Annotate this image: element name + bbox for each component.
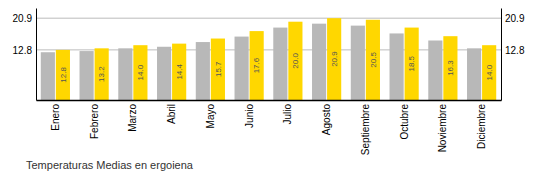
bar (80, 51, 94, 100)
marks (36, 18, 501, 100)
bar (118, 48, 132, 100)
tick-label: 20.9 (505, 13, 525, 24)
bar (56, 50, 70, 100)
tick-label: Julio (282, 104, 293, 125)
data-label: 20.5 (369, 52, 378, 68)
tick-label: 12.8 (13, 45, 33, 56)
tick: 12.8 (501, 45, 525, 56)
tick: Diciembre (476, 100, 487, 149)
data-label: 18.5 (407, 55, 416, 71)
tick-label: Septiembre (360, 104, 371, 156)
data-label: 20.0 (291, 53, 300, 69)
tick: Julio (282, 100, 293, 125)
x-axis: Enero Febrero Marzo Abril Mayo Junio Julio Agos… (37, 100, 502, 155)
grid-line (36, 18, 501, 19)
tick: 20.9 (13, 13, 36, 24)
bar (467, 48, 481, 100)
bar (327, 18, 341, 100)
bar (312, 24, 326, 100)
chart: 12.8 13.2 14.0 14.4 15.7 17.6 20.0 20.9 20.5 18.5… (0, 0, 537, 174)
data-label: 13.2 (97, 66, 106, 82)
data-label: 17.6 (252, 57, 261, 73)
tick: Enero (50, 100, 61, 131)
bar (273, 28, 287, 100)
bar (172, 44, 186, 100)
data-label: 12.8 (59, 67, 68, 83)
bar (133, 45, 147, 100)
tick-label: Marzo (127, 104, 138, 132)
tick: Junio (244, 100, 255, 128)
bar (366, 20, 380, 100)
tick: Octubre (399, 100, 410, 140)
plot: 12.8 13.2 14.0 14.4 15.7 17.6 20.0 20.9 20.5 18.5… (13, 9, 525, 156)
bar-series (56, 18, 496, 100)
bar (235, 37, 249, 100)
tick-label: Octubre (399, 104, 410, 140)
bar (443, 36, 457, 100)
data-label: 14.4 (175, 63, 184, 79)
tick-label: Agosto (321, 104, 332, 136)
bar (482, 45, 496, 100)
bar (351, 26, 365, 100)
y-axis: 12.8 20.9 (13, 9, 37, 101)
bar (390, 33, 404, 100)
bar (41, 52, 55, 100)
bar (250, 31, 264, 100)
tick-label: Junio (244, 104, 255, 128)
tick: Septiembre (360, 100, 371, 155)
tick: Abril (166, 100, 177, 124)
tick-label: Enero (50, 104, 61, 131)
axis-line (37, 100, 502, 102)
bar (196, 42, 210, 100)
axis-line (501, 9, 502, 101)
tick-label: Febrero (89, 104, 100, 139)
tick-label: 12.8 (505, 45, 525, 56)
data-label: 16.3 (446, 60, 455, 76)
tick-label: Abril (166, 104, 177, 124)
data-label: 15.7 (214, 61, 223, 77)
data-label: 14.0 (136, 64, 145, 80)
bar-series (41, 24, 481, 100)
bar (157, 47, 171, 100)
data-labels: 12.8 13.2 14.0 14.4 15.7 17.6 20.0 20.9 20.5 18.5… (59, 51, 494, 83)
tick: Noviembre (437, 100, 448, 152)
tick: 20.9 (501, 13, 525, 24)
data-label: 20.9 (330, 51, 339, 67)
bar (288, 22, 302, 100)
tick: Mayo (205, 100, 216, 128)
tick: 12.8 (13, 45, 36, 56)
tick-label: Noviembre (437, 104, 448, 153)
tick-label: Mayo (205, 104, 216, 129)
tick: Marzo (127, 100, 138, 132)
bar (95, 48, 109, 100)
y2-axis: 12.8 20.9 (501, 9, 525, 101)
axis-line (36, 9, 37, 101)
bar (428, 40, 442, 100)
bar (211, 39, 225, 100)
bar (405, 28, 419, 100)
title: Temperaturas Medias en ergoiena (26, 159, 194, 171)
tick-label: 20.9 (13, 13, 33, 24)
data-label: 14.0 (485, 64, 494, 80)
tick: Agosto (321, 100, 332, 135)
tick-label: Diciembre (476, 104, 487, 149)
tick: Febrero (89, 100, 100, 139)
